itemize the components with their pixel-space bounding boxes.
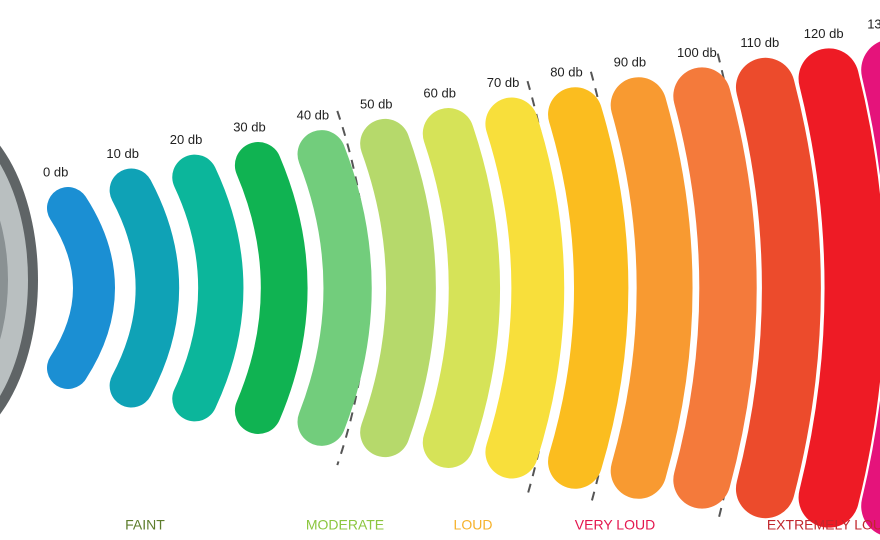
sound-wave (360, 118, 436, 458)
level-label: 120 db (804, 26, 844, 41)
level-label: 20 db (170, 132, 203, 147)
sound-wave (485, 97, 565, 479)
separator (336, 110, 369, 466)
category-label: LOUD (454, 517, 493, 533)
category-label: EXTREMELY LOUD (767, 517, 880, 533)
level-label: 60 db (423, 85, 456, 100)
category-label: FAINT (125, 517, 165, 533)
sound-wave (297, 130, 372, 446)
level-label: 70 db (487, 75, 520, 90)
level-label: 40 db (297, 108, 330, 123)
level-label: 100 db (677, 45, 717, 60)
sound-wave (548, 87, 629, 489)
sound-wave (47, 187, 115, 389)
level-label: 80 db (550, 65, 583, 80)
speaker (0, 145, 38, 415)
level-label: 10 db (106, 146, 139, 161)
sound-wave (422, 108, 501, 468)
category-label: MODERATE (306, 517, 384, 533)
sound-wave (673, 67, 757, 509)
level-label: 130 db (867, 16, 880, 31)
level-label: 50 db (360, 96, 393, 111)
sound-wave (798, 48, 880, 528)
level-label: 0 db (43, 164, 68, 179)
level-label: 90 db (614, 55, 647, 70)
sound-wave (735, 57, 821, 519)
sound-wave (610, 77, 693, 499)
sound-wave (234, 141, 308, 435)
category-label: VERY LOUD (575, 517, 655, 533)
level-label: 110 db (740, 35, 779, 50)
level-label: 30 db (233, 119, 266, 134)
sound-wave (109, 168, 180, 408)
sound-wave (172, 154, 244, 422)
